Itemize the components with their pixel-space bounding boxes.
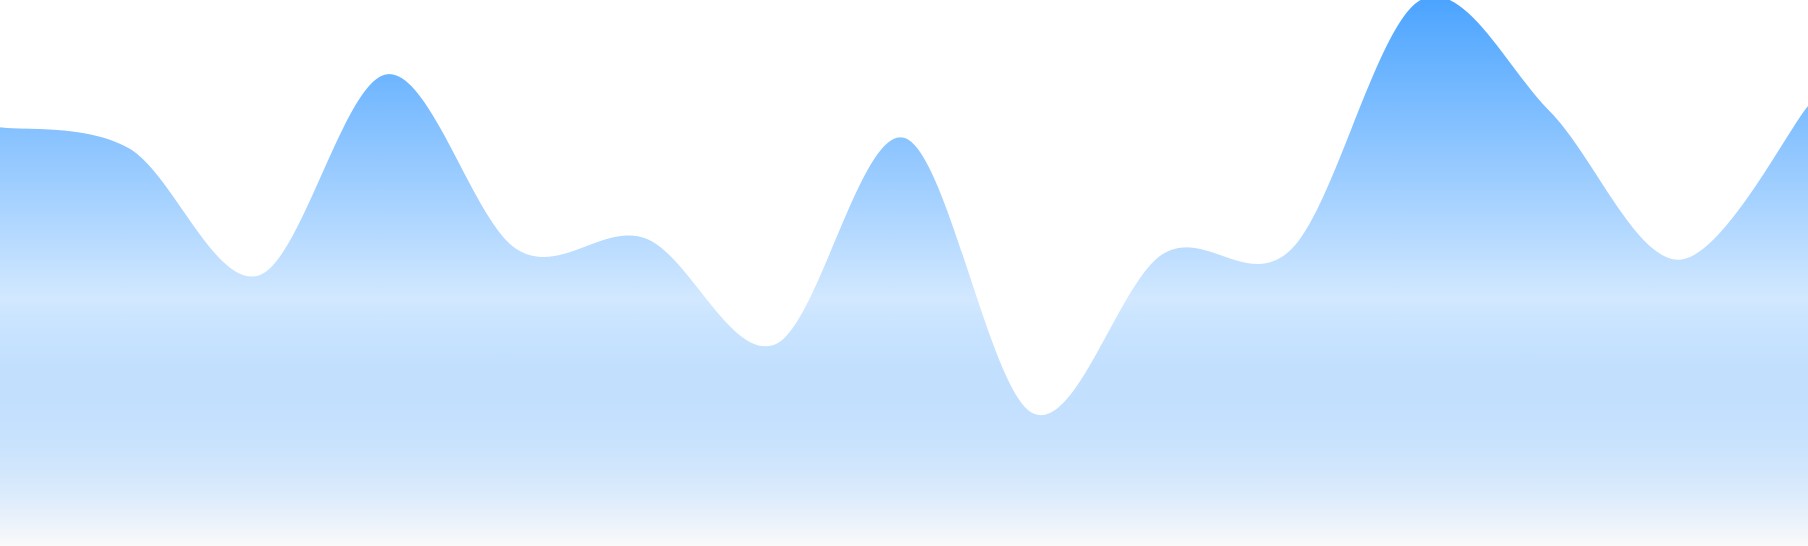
area-series-fill [0, 0, 1808, 546]
area-chart [0, 0, 1808, 546]
chart-svg [0, 0, 1808, 546]
